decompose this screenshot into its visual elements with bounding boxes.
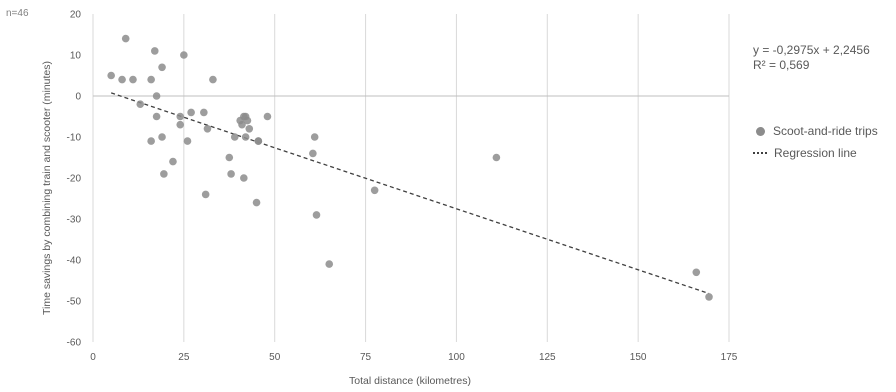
- legend: Scoot-and-ride trips Regression line: [753, 122, 878, 166]
- x-axis-tick-labels: 0 25 50 75 100 125 150 175: [90, 352, 738, 363]
- y-tick-label: 0: [75, 92, 81, 103]
- data-point: [136, 100, 145, 108]
- regression-equation: y = -0,2975x + 2,2456 R² = 0,569: [753, 43, 870, 73]
- y-tick-label: -30: [67, 215, 82, 226]
- data-point: [309, 149, 317, 158]
- data-point: [225, 153, 234, 162]
- equation-text: y = -0,2975x + 2,2456: [753, 43, 870, 57]
- data-point: [227, 170, 235, 178]
- data-point: [158, 133, 166, 141]
- x-tick-label: 100: [448, 352, 465, 363]
- data-point: [187, 108, 195, 117]
- data-point: [312, 211, 321, 219]
- legend-item-regression: Regression line: [753, 144, 878, 162]
- data-point: [200, 108, 208, 117]
- data-point: [203, 125, 212, 133]
- data-point: [240, 174, 248, 182]
- y-axis-tick-labels: -60 -50 -40 -30 -20 -10 0 10 20: [67, 10, 82, 349]
- data-point: [180, 51, 188, 59]
- data-point: [147, 75, 155, 84]
- x-tick-label: 0: [90, 352, 96, 363]
- legend-marker-dashed-line-icon: [753, 152, 767, 154]
- data-point: [152, 92, 161, 100]
- data-point: [370, 186, 379, 195]
- data-point: [160, 170, 168, 178]
- y-tick-label: -60: [67, 338, 82, 349]
- y-tick-label: -20: [67, 174, 82, 185]
- legend-label-regression: Regression line: [774, 146, 857, 160]
- data-point: [201, 190, 210, 199]
- x-tick-label: 175: [721, 352, 738, 363]
- data-point: [230, 133, 239, 141]
- y-tick-label: -50: [67, 297, 82, 308]
- data-point: [152, 112, 161, 121]
- data-point: [254, 137, 263, 145]
- legend-item-points: Scoot-and-ride trips: [753, 122, 878, 140]
- data-point: [118, 75, 126, 84]
- legend-label-points: Scoot-and-ride trips: [773, 124, 878, 138]
- data-point: [310, 133, 319, 141]
- data-point: [158, 63, 166, 72]
- y-axis-title: Time savings by combining train and scoo…: [41, 61, 53, 315]
- data-point: [183, 137, 192, 145]
- data-point: [705, 293, 713, 301]
- data-point: [238, 120, 246, 129]
- y-tick-label: -10: [67, 133, 82, 144]
- y-tick-label: -40: [67, 256, 82, 267]
- data-point: [176, 120, 185, 129]
- r-squared-text: R² = 0,569: [753, 58, 810, 72]
- y-tick-label: 10: [70, 51, 82, 62]
- regression-line: [110, 92, 710, 295]
- vertical-gridlines: [92, 14, 730, 342]
- data-point: [121, 34, 130, 43]
- legend-marker-dot-icon: [756, 126, 765, 136]
- x-tick-label: 75: [360, 352, 372, 363]
- data-point: [209, 75, 217, 84]
- data-point: [169, 157, 177, 166]
- data-point: [176, 112, 185, 121]
- x-tick-label: 150: [630, 352, 647, 363]
- data-point: [252, 198, 261, 207]
- data-point: [692, 268, 701, 277]
- data-point: [492, 153, 501, 162]
- sample-size-note: n=46: [6, 8, 29, 19]
- x-tick-label: 25: [178, 352, 190, 363]
- data-point: [150, 47, 159, 55]
- data-point: [243, 116, 252, 125]
- data-point: [263, 112, 272, 121]
- data-points: [107, 34, 713, 301]
- y-tick-label: 20: [70, 10, 82, 21]
- data-point: [147, 137, 155, 145]
- data-point: [129, 75, 137, 84]
- data-point: [245, 125, 254, 133]
- data-point: [325, 260, 334, 268]
- x-axis-title: Total distance (kilometres): [349, 375, 471, 387]
- x-tick-label: 125: [539, 352, 556, 363]
- x-tick-label: 50: [269, 352, 281, 363]
- data-point: [107, 71, 115, 80]
- data-point: [241, 133, 250, 141]
